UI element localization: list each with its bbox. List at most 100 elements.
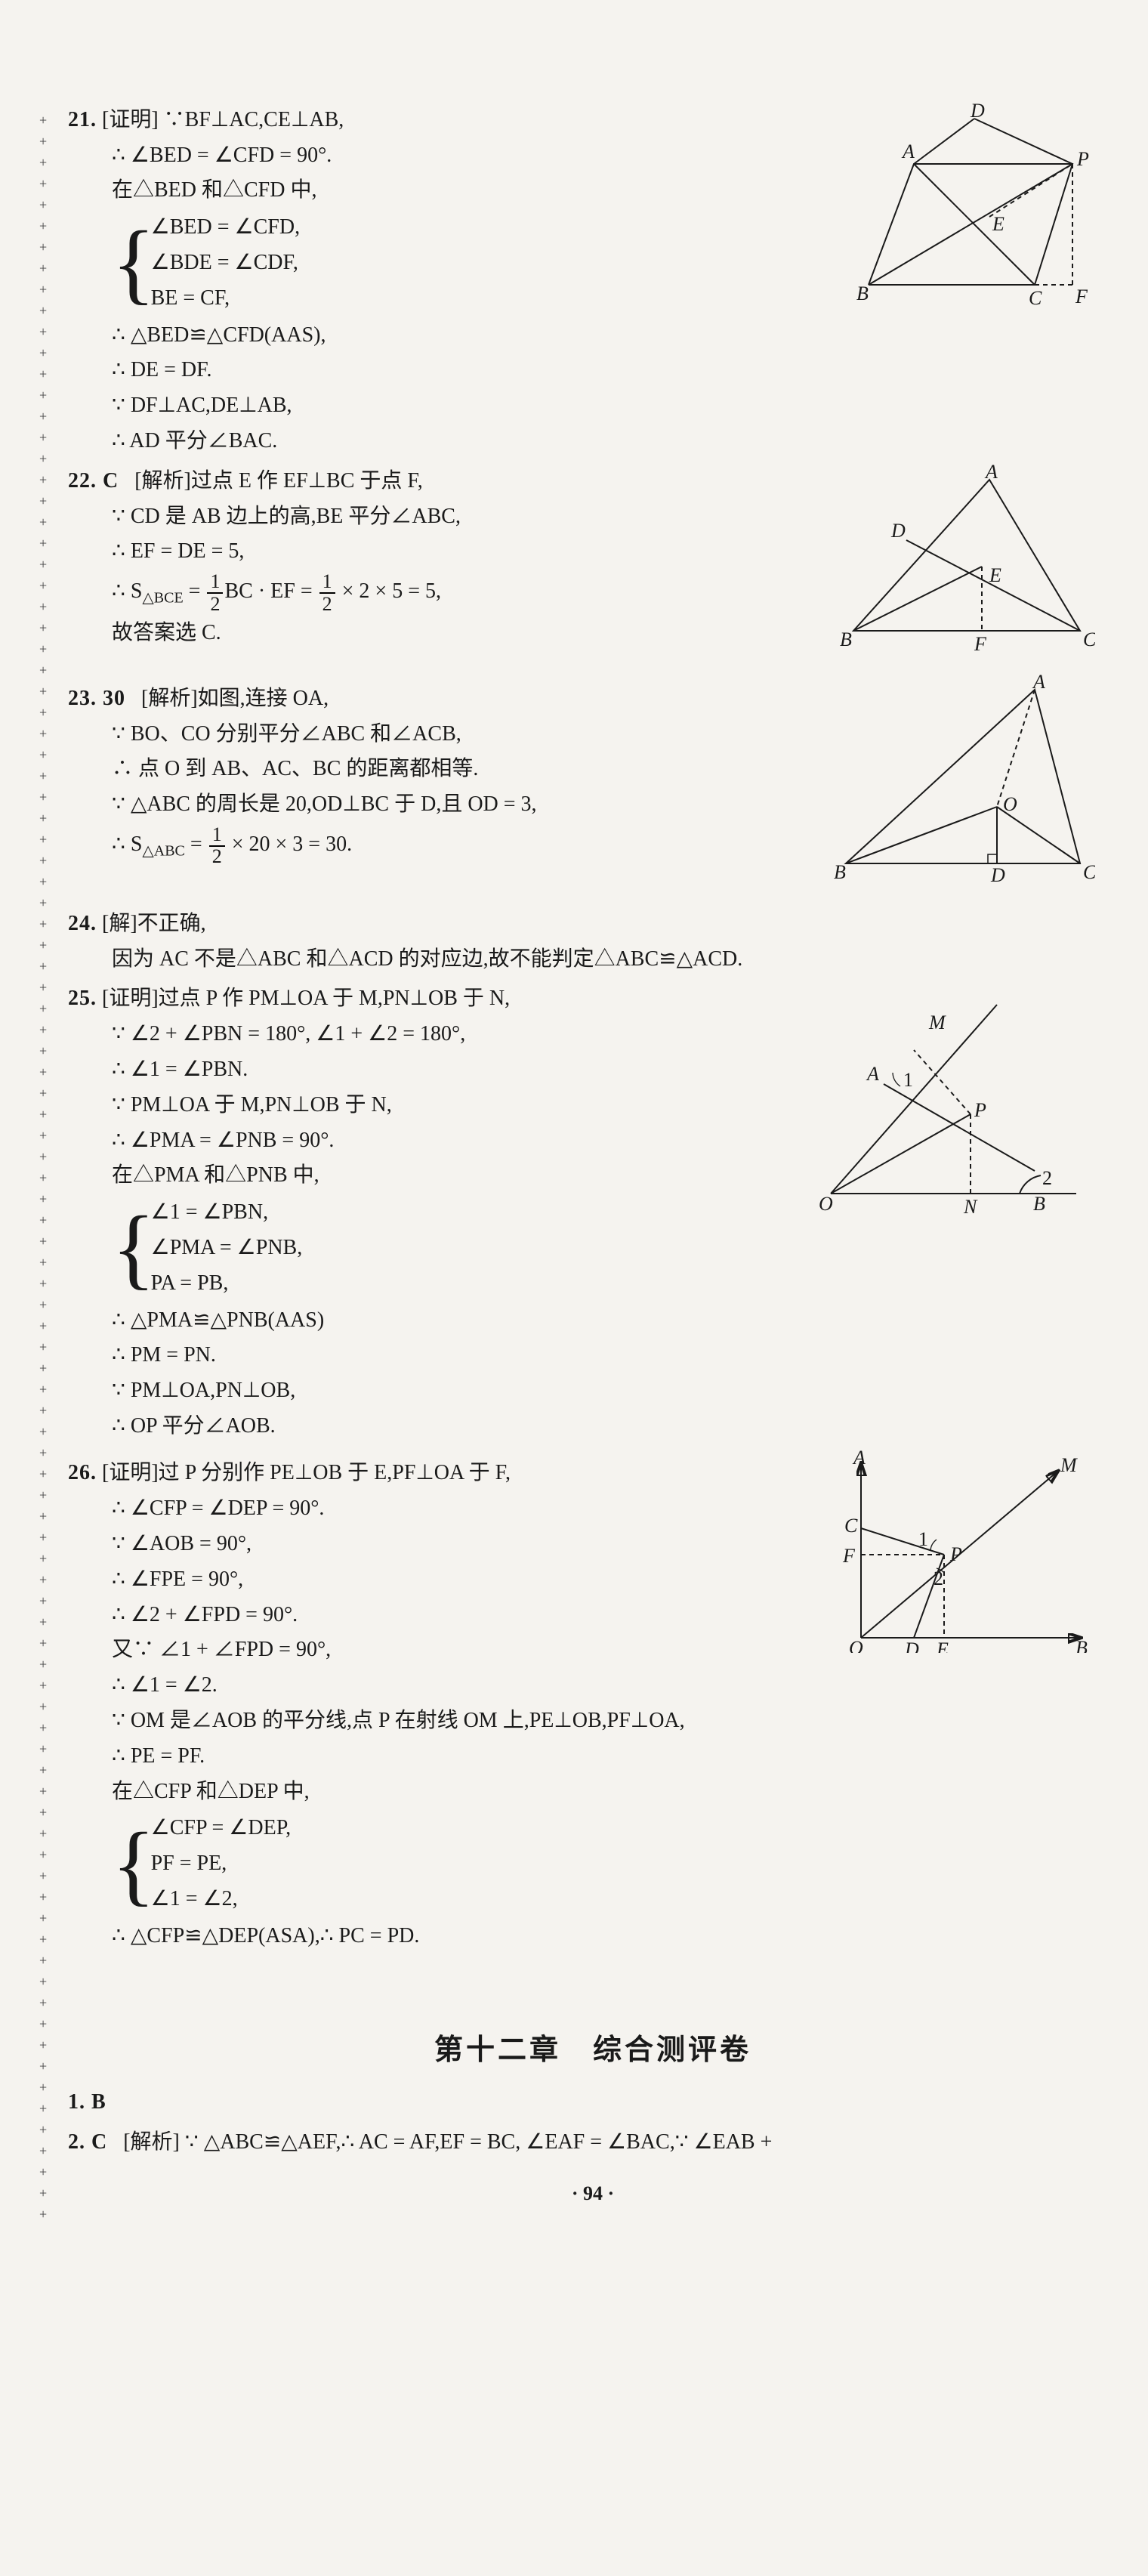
item-21-b2: ∠BDE = ∠CDF, [151, 246, 300, 280]
edge-mark: + [39, 1886, 54, 1907]
item-26-b1: ∠CFP = ∠DEP, [151, 1812, 292, 1846]
item-23-head: [解析]如图,连接 OA, [141, 687, 329, 710]
fig21-B: B [856, 283, 869, 304]
edge-mark: + [39, 829, 54, 850]
edge-mark: + [39, 1654, 54, 1675]
item-25-l8: ∴ PM = PN. [68, 1339, 1118, 1373]
item-21-b3: BE = CF, [151, 282, 300, 316]
edge-mark: + [39, 913, 54, 934]
item-25-num: 25. [68, 987, 97, 1010]
item-26-head: [证明]过 P 分别作 PE⊥OB 于 E,PF⊥OA 于 F, [102, 1461, 511, 1484]
edge-mark: + [39, 1167, 54, 1188]
edge-mark: + [39, 659, 54, 681]
edge-mark: + [39, 1717, 54, 1738]
item-26: 26. [证明]过 P 分别作 PE⊥OB 于 E,PF⊥OA 于 F, ∴ ∠… [68, 1456, 1118, 2000]
fig23-O: O [1003, 793, 1017, 815]
fig26-B: B [1075, 1637, 1088, 1653]
item-22-l4b: = [184, 579, 206, 603]
item-22-l4d: × 2 × 5 = 5, [337, 579, 441, 603]
item-26-l8: ∵ OM 是∠AOB 的平分线,点 P 在射线 OM 上,PE⊥OB,PF⊥OA… [68, 1704, 1118, 1738]
edge-mark: + [39, 152, 54, 173]
item-26-l11: ∴ △CFP≌△DEP(ASA),∴ PC = PD. [68, 1920, 1118, 1954]
page-number: · 94 · [68, 2178, 1118, 2210]
fig22-F: F [974, 633, 987, 653]
edge-mark: + [39, 638, 54, 659]
figure-26: A M C F P 1 2 O D E B [816, 1449, 1095, 1664]
edge-mark: + [39, 744, 54, 765]
item-23-l5c: × 20 × 3 = 30. [227, 832, 352, 856]
edge-mark: + [39, 871, 54, 892]
edge-mark: + [39, 1865, 54, 1886]
frac-n2: 1 [319, 570, 335, 594]
item-23-num: 23. 30 [68, 687, 125, 710]
edge-mark: + [39, 1442, 54, 1463]
item-26-l9: ∴ PE = PF. [68, 1740, 1118, 1774]
figure-23: A O B D C [823, 675, 1095, 897]
edge-mark: + [39, 2140, 54, 2161]
edge-mark: + [39, 258, 54, 279]
item-26-num: 26. [68, 1461, 97, 1484]
edge-mark: + [39, 977, 54, 998]
frac-n3: 1 [209, 823, 225, 847]
fig23-D: D [990, 864, 1005, 886]
edge-mark: + [39, 469, 54, 490]
item-25-b1: ∠1 = ∠PBN, [151, 1196, 303, 1230]
fig26-2: 2 [934, 1568, 943, 1589]
fig23-B: B [834, 861, 846, 883]
edge-mark: + [39, 1823, 54, 1844]
item-24: 24. [解]不正确, 因为 AC 不是△ABC 和△ACD 的对应边,故不能判… [68, 907, 1118, 977]
edge-mark: + [39, 279, 54, 300]
edge-mark: + [39, 533, 54, 554]
edge-mark: + [39, 786, 54, 808]
edge-mark: + [39, 1294, 54, 1315]
item-21-l6: ∵ DF⊥AC,DE⊥AB, [68, 389, 1118, 423]
edge-mark: + [39, 1907, 54, 1929]
figure-25: M A 1 P O N B 2 [808, 997, 1095, 1228]
edge-mark: + [39, 956, 54, 977]
item-22-l4sub: △BCE [142, 590, 183, 607]
edge-mark: + [39, 215, 54, 236]
edge-mark: + [39, 808, 54, 829]
item-25-b3: PA = PB, [151, 1267, 303, 1301]
fig26-O: O [849, 1637, 863, 1653]
edge-mark: + [39, 934, 54, 956]
edge-mark: + [39, 702, 54, 723]
fig23-C: C [1083, 861, 1095, 883]
item-22-head: [解析]过点 E 作 EF⊥BC 于点 F, [134, 469, 423, 493]
edge-mark: + [39, 596, 54, 617]
fig25-1: 1 [903, 1069, 913, 1091]
edge-mark: + [39, 2056, 54, 2077]
q2-text: [解析] ∵ △ABC≌△AEF,∴ AC = AF,EF = BC, ∠EAF… [123, 2130, 772, 2154]
edge-mark: + [39, 575, 54, 596]
edge-mark: + [39, 1231, 54, 1252]
edge-mark: + [39, 1146, 54, 1167]
edge-mark: + [39, 1040, 54, 1061]
fig22-B: B [840, 629, 852, 650]
item-22-num: 22. C [68, 469, 119, 493]
fig21-P: P [1076, 148, 1089, 170]
edge-mark: + [39, 998, 54, 1019]
edge-mark: + [39, 1104, 54, 1125]
item-23-l5sub: △ABC [142, 842, 185, 859]
edge-mark: + [39, 1400, 54, 1421]
edge-mark: + [39, 2182, 54, 2204]
edge-mark: + [39, 1357, 54, 1379]
edge-mark: + [39, 850, 54, 871]
edge-mark: + [39, 406, 54, 427]
page: ++++++++++++++++++++++++++++++++++++++++… [0, 34, 1148, 2576]
edge-mark: + [39, 2204, 54, 2225]
edge-mark: + [39, 1971, 54, 1992]
fig26-1: 1 [918, 1528, 928, 1550]
fig22-E: E [989, 564, 1001, 586]
edge-mark: + [39, 1844, 54, 1865]
fig21-D: D [970, 103, 985, 122]
edge-mark: + [39, 723, 54, 744]
edge-mark: + [39, 1273, 54, 1294]
frac-d3: 2 [209, 845, 225, 867]
edge-mark: + [39, 1759, 54, 1781]
edge-mark: + [39, 490, 54, 511]
q1-num: 1. B [68, 2090, 106, 2114]
item-21: 21. [证明] ∵BF⊥AC,CE⊥AB, ∴ ∠BED = ∠CFD = 9… [68, 103, 1118, 459]
item-25-l7: ∴ △PMA≌△PNB(AAS) [68, 1304, 1118, 1338]
item-25-head: [证明]过点 P 作 PM⊥OA 于 M,PN⊥OB 于 N, [102, 987, 510, 1010]
